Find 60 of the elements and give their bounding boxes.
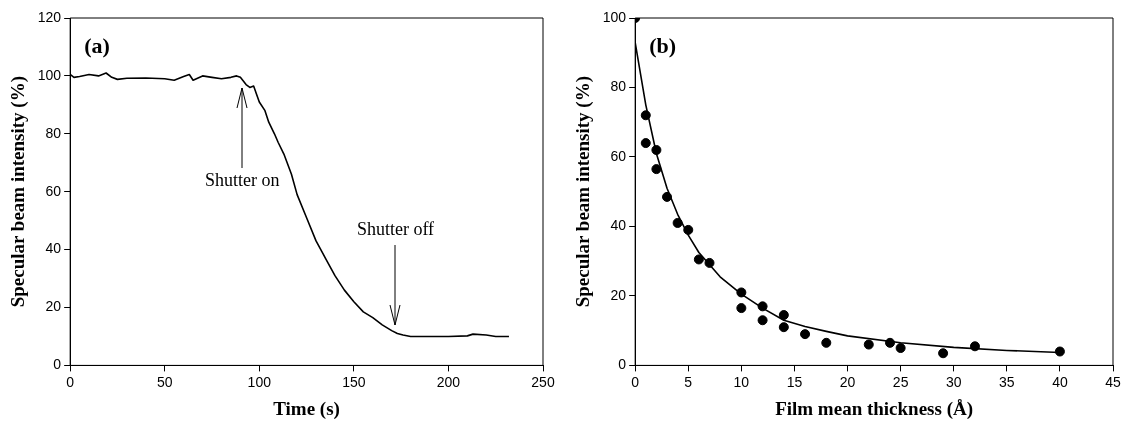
x-axis-title: Film mean thickness (Å) — [775, 397, 974, 420]
y-tick-label: 40 — [610, 217, 627, 234]
x-tick-label: 45 — [1105, 373, 1121, 390]
y-tick-label: 120 — [37, 8, 62, 25]
x-tick-label: 50 — [156, 373, 173, 390]
point — [736, 287, 747, 298]
x-tick-label: 15 — [786, 373, 803, 390]
x-tick-label: 10 — [733, 373, 750, 390]
x-axis-title: Time (s) — [273, 397, 340, 420]
point — [821, 337, 832, 348]
y-tick-label: 60 — [45, 182, 62, 199]
point — [683, 224, 694, 235]
point — [895, 343, 906, 354]
point — [736, 303, 747, 314]
y-tick-label: 40 — [45, 240, 62, 257]
y-tick-label: 80 — [45, 124, 62, 141]
y-tick-label: 20 — [45, 298, 62, 315]
point — [938, 348, 949, 359]
point — [651, 164, 662, 175]
point — [757, 315, 768, 326]
x-tick-label: 5 — [684, 373, 693, 390]
point — [640, 138, 651, 149]
y-tick-label: 20 — [610, 286, 627, 303]
x-tick-label: 35 — [999, 373, 1015, 390]
point — [778, 310, 789, 321]
y-axis-title: Specular beam intensity (%) — [7, 76, 30, 308]
y-tick-label: 100 — [602, 8, 627, 25]
y-tick-label: 100 — [37, 66, 62, 83]
x-tick-label: 100 — [247, 373, 272, 390]
x-tick-label: 30 — [945, 373, 962, 390]
point — [757, 301, 768, 312]
point — [885, 337, 896, 348]
x-tick-label: 200 — [436, 373, 461, 390]
point — [693, 254, 704, 265]
point — [778, 322, 789, 333]
point — [640, 110, 651, 121]
x-tick-label: 0 — [631, 373, 640, 390]
point — [800, 329, 811, 340]
annotation: (a) — [84, 32, 110, 58]
annotation: (b) — [649, 32, 677, 58]
annotation: Shutter off — [356, 219, 435, 240]
point — [704, 257, 715, 268]
x-tick-label: 150 — [342, 373, 366, 390]
x-tick-label: 40 — [1052, 373, 1068, 390]
x-tick-label: 20 — [839, 373, 856, 390]
point — [672, 217, 683, 228]
annotation: Shutter on — [205, 170, 280, 191]
point — [651, 145, 662, 156]
y-tick-label: 0 — [618, 356, 627, 373]
x-tick-label: 25 — [892, 373, 909, 390]
y-tick-label: 0 — [53, 356, 62, 373]
x-tick-label: 250 — [531, 373, 555, 390]
x-tick-label: 0 — [66, 373, 75, 390]
point — [662, 191, 673, 202]
point — [863, 339, 874, 350]
point — [1054, 346, 1065, 357]
point — [969, 341, 980, 352]
y-tick-label: 80 — [610, 78, 627, 95]
y-axis-title: Specular beam intensity (%) — [572, 76, 595, 308]
y-tick-label: 60 — [610, 147, 627, 164]
